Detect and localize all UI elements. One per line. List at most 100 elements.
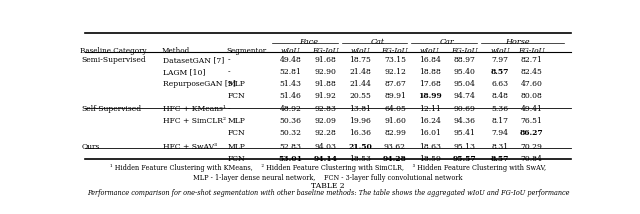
Text: Ours: Ours [81, 143, 100, 151]
Text: 82.71: 82.71 [520, 56, 542, 64]
Text: 52.83: 52.83 [280, 143, 302, 151]
Text: 49.48: 49.48 [280, 56, 301, 64]
Text: Segmentor: Segmentor [227, 47, 266, 55]
Text: 6.63: 6.63 [492, 80, 509, 88]
Text: -: - [228, 56, 230, 64]
Text: 82.99: 82.99 [384, 129, 406, 137]
Text: TABLE 2: TABLE 2 [311, 182, 345, 190]
Text: 95.41: 95.41 [454, 129, 476, 137]
Text: 8.48: 8.48 [492, 92, 509, 100]
Text: Performance comparison for one-shot segmentation with other baseline methods: Th: Performance comparison for one-shot segm… [87, 189, 569, 197]
Text: Cat: Cat [371, 38, 385, 46]
Text: 80.08: 80.08 [520, 92, 542, 100]
Text: 94.28: 94.28 [383, 155, 407, 163]
Text: 18.59: 18.59 [419, 155, 440, 163]
Text: 18.53: 18.53 [349, 155, 371, 163]
Text: 91.60: 91.60 [384, 117, 406, 125]
Text: 95.13: 95.13 [453, 143, 476, 151]
Text: 88.97: 88.97 [454, 56, 476, 64]
Text: 89.91: 89.91 [384, 92, 406, 100]
Text: 16.84: 16.84 [419, 56, 440, 64]
Text: 7.94: 7.94 [492, 129, 509, 137]
Text: 12.11: 12.11 [419, 105, 440, 113]
Text: FCN: FCN [228, 155, 246, 163]
Text: 86.27: 86.27 [520, 129, 543, 137]
Text: 5.36: 5.36 [492, 105, 509, 113]
Text: Baseline Category: Baseline Category [80, 47, 147, 55]
Text: Semi-Supervised: Semi-Supervised [81, 56, 146, 64]
Text: 20.55: 20.55 [349, 92, 371, 100]
Text: 47.60: 47.60 [520, 80, 542, 88]
Text: Self-Supervised: Self-Supervised [81, 105, 141, 113]
Text: FG-IoU: FG-IoU [451, 47, 478, 55]
Text: wIoU: wIoU [420, 47, 440, 55]
Text: MLP - 1-layer dense neural network,    FCN - 3-layer fully convolutional network: MLP - 1-layer dense neural network, FCN … [193, 174, 463, 182]
Text: 51.43: 51.43 [280, 80, 302, 88]
Text: 53.01: 53.01 [279, 155, 303, 163]
Text: 90.69: 90.69 [454, 105, 476, 113]
Text: FCN: FCN [228, 129, 246, 137]
Text: 8.57: 8.57 [491, 68, 509, 76]
Text: 18.99: 18.99 [418, 92, 442, 100]
Text: RepurposeGAN [9]: RepurposeGAN [9] [163, 80, 236, 88]
Text: 95.57: 95.57 [452, 155, 476, 163]
Text: wIoU: wIoU [490, 47, 510, 55]
Text: -: - [228, 105, 230, 113]
Text: Method: Method [162, 47, 190, 55]
Text: 8.57: 8.57 [491, 155, 509, 163]
Text: 18.75: 18.75 [349, 56, 371, 64]
Text: 7.97: 7.97 [492, 56, 509, 64]
Text: 70.84: 70.84 [520, 155, 542, 163]
Text: 76.51: 76.51 [520, 117, 542, 125]
Text: 95.04: 95.04 [454, 80, 476, 88]
Text: 50.32: 50.32 [280, 129, 302, 137]
Text: FG-IoU: FG-IoU [518, 47, 545, 55]
Text: 73.15: 73.15 [384, 56, 406, 64]
Text: 51.46: 51.46 [280, 92, 301, 100]
Text: 70.29: 70.29 [520, 143, 542, 151]
Text: 21.44: 21.44 [349, 80, 371, 88]
Text: 48.92: 48.92 [280, 105, 301, 113]
Text: 21.48: 21.48 [349, 68, 371, 76]
Text: HFC + KMeans¹: HFC + KMeans¹ [163, 105, 227, 113]
Text: 21.50: 21.50 [348, 143, 372, 151]
Text: 8.31: 8.31 [492, 143, 509, 151]
Text: 16.01: 16.01 [419, 129, 440, 137]
Text: -: - [228, 68, 230, 76]
Text: Horse: Horse [506, 38, 530, 46]
Text: 16.36: 16.36 [349, 129, 371, 137]
Text: 8.17: 8.17 [492, 117, 509, 125]
Text: 91.68: 91.68 [315, 56, 337, 64]
Text: 92.12: 92.12 [384, 68, 406, 76]
Text: wIoU: wIoU [351, 47, 370, 55]
Text: wIoU: wIoU [281, 47, 301, 55]
Text: 64.05: 64.05 [384, 105, 406, 113]
Text: 93.62: 93.62 [384, 143, 406, 151]
Text: 94.03: 94.03 [314, 143, 337, 151]
Text: 50.36: 50.36 [280, 117, 302, 125]
Text: 92.90: 92.90 [315, 68, 337, 76]
Text: 17.68: 17.68 [419, 80, 440, 88]
Text: ¹ Hidden Feature Clustering with KMeans,    ² Hidden Feature Clustering with Sim: ¹ Hidden Feature Clustering with KMeans,… [110, 164, 546, 172]
Text: 49.41: 49.41 [520, 105, 542, 113]
Text: DatasetGAN [7]: DatasetGAN [7] [163, 56, 225, 64]
Text: 52.81: 52.81 [280, 68, 301, 76]
Text: Car: Car [440, 38, 454, 46]
Text: 82.45: 82.45 [520, 68, 542, 76]
Text: 16.24: 16.24 [419, 117, 440, 125]
Text: FG-IoU: FG-IoU [381, 47, 408, 55]
Text: 92.28: 92.28 [315, 129, 337, 137]
Text: MLP: MLP [228, 143, 246, 151]
Text: MLP: MLP [228, 80, 246, 88]
Text: FCN: FCN [228, 92, 246, 100]
Text: MLP: MLP [228, 117, 246, 125]
Text: 94.36: 94.36 [453, 117, 476, 125]
Text: 19.96: 19.96 [349, 117, 371, 125]
Text: 94.74: 94.74 [454, 92, 476, 100]
Text: 91.88: 91.88 [315, 80, 337, 88]
Text: LAGM [10]: LAGM [10] [163, 68, 205, 76]
Text: 91.92: 91.92 [315, 92, 337, 100]
Text: 92.83: 92.83 [314, 105, 337, 113]
Text: HFC + SimCLR²: HFC + SimCLR² [163, 117, 227, 125]
Text: FG-IoU: FG-IoU [312, 47, 339, 55]
